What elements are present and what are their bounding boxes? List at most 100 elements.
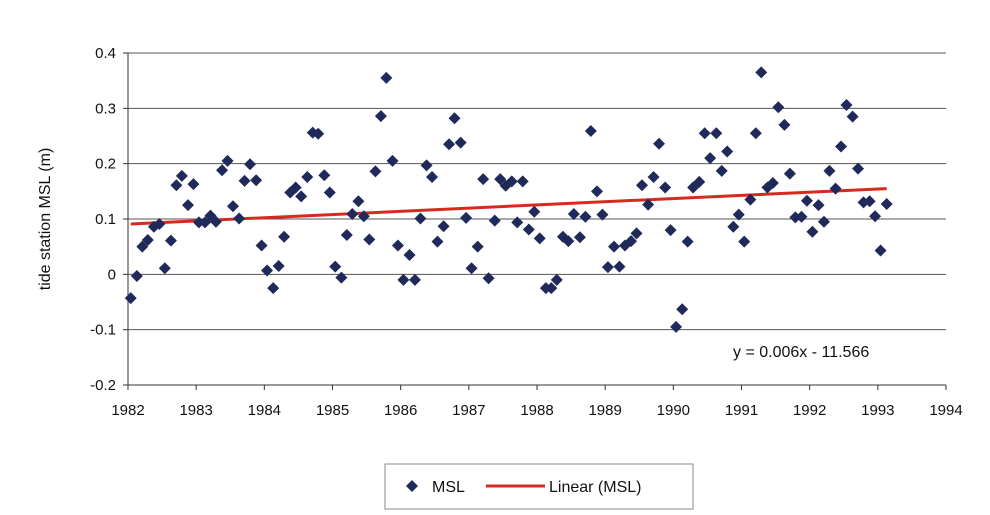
data-point [749,127,762,140]
data-point [869,210,882,223]
data-point [829,182,842,195]
data-point [698,127,711,140]
trendline-layer [130,187,887,226]
data-point [550,273,563,286]
x-tick-label: 1987 [452,402,485,419]
data-point [352,195,365,208]
data-point [590,185,603,198]
data-point [391,239,404,252]
data-point [175,169,188,182]
y-tick-label: 0.3 [95,100,116,117]
data-point [318,169,331,182]
data-point [244,158,257,171]
data-point [187,178,200,191]
data-point [477,173,490,186]
data-point [522,223,535,236]
data-point [323,186,336,199]
y-tick-label: -0.1 [90,322,116,339]
y-tick-label: 0.2 [95,156,116,173]
data-point [443,138,456,151]
data-point [704,152,717,165]
data-point [812,199,825,212]
trendline [130,187,887,226]
data-point [511,216,524,229]
trendline-equation: y = 0.006x - 11.566 [733,344,869,361]
data-point [823,164,836,177]
data-point [664,224,677,237]
data-point [721,145,734,158]
data-point [124,292,137,305]
data-point [852,162,865,175]
data-point [312,127,325,140]
legend-msl-marker [406,480,418,492]
data-point [755,66,768,79]
data-point [613,260,626,273]
data-point [874,244,887,257]
data-point [250,174,263,187]
data-point [567,208,580,221]
data-point [346,208,359,221]
data-point [255,239,268,252]
data-point [386,154,399,167]
data-point [403,248,416,261]
data-point [744,193,757,206]
y-tick-label: -0.2 [90,377,116,394]
data-point [630,227,643,240]
data-point [653,137,666,150]
data-point [130,269,143,282]
data-point [693,175,706,188]
data-point [164,234,177,247]
x-tick-label: 1992 [793,402,826,419]
data-point [448,112,461,125]
data-point [238,174,251,187]
data-point [727,220,740,233]
data-point [738,235,751,248]
data-point [465,262,478,275]
data-point [426,170,439,183]
y-tick-label: 0.4 [95,45,116,62]
data-point [505,175,518,188]
data-point [374,110,387,123]
data-point [670,320,683,333]
data-point [596,208,609,221]
data-point [363,233,376,246]
data-point [516,175,529,188]
legend-linear-label: Linear (MSL) [549,479,641,496]
x-tick-label: 1984 [248,402,281,419]
data-point [863,195,876,208]
x-tick-label: 1983 [179,402,212,419]
y-tick-label: 0 [108,266,116,283]
data-point [414,212,427,225]
data-point [295,190,308,203]
data-point [647,170,660,183]
data-point [471,240,484,253]
data-point [494,173,507,186]
y-tick-labels: 0.4 0.3 0.2 0.1 0 -0.1 -0.2 [90,45,116,394]
data-point [846,110,859,123]
data-point [625,235,638,248]
data-point [732,208,745,221]
x-tick-labels: 1982 1983 1984 1985 1986 1987 1988 1989 1990 1991… [111,402,962,419]
data-point [573,231,586,244]
data-point [642,198,655,211]
data-point [681,235,694,248]
data-point [766,177,779,190]
data-point [380,71,393,84]
x-tick-label: 1986 [384,402,417,419]
data-point [715,164,728,177]
data-point [783,167,796,180]
data-point [562,235,575,248]
data-point [482,272,495,285]
data-point [192,216,205,229]
legend-msl-label: MSL [432,479,465,496]
data-point [437,220,450,233]
data-point [835,140,848,153]
data-point [528,205,541,218]
x-tick-label: 1990 [657,402,690,419]
data-point [136,240,149,253]
data-point [880,198,893,211]
data-point [601,261,614,274]
x-tick-label: 1994 [929,402,962,419]
y-axis-title: tide station MSL (m) [37,148,54,291]
